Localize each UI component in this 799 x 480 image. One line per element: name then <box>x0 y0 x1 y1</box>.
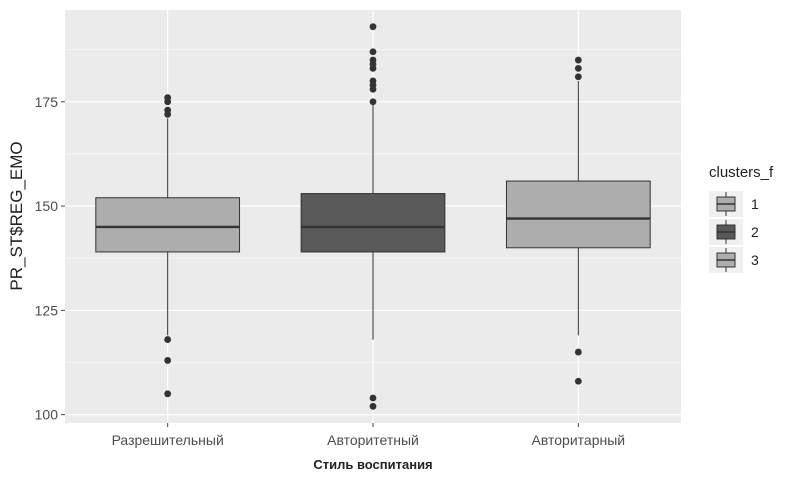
outlier-point <box>164 336 172 343</box>
outlier-point <box>574 348 582 356</box>
outlier-point <box>164 390 172 398</box>
outlier-point <box>369 402 377 410</box>
outlier-point <box>574 377 582 385</box>
x-axis-title: Стиль воспитания <box>313 457 432 472</box>
x-tick-label: Авторитарный <box>532 432 626 448</box>
outlier-point <box>369 56 377 64</box>
legend-key: 1 <box>709 191 759 217</box>
box-group <box>505 56 651 385</box>
box-iqr <box>95 197 241 253</box>
outlier-point <box>574 73 582 81</box>
legend: clusters_f 1 2 3 <box>709 164 774 273</box>
outlier-point <box>574 56 582 64</box>
y-tick-label: 175 <box>35 94 59 110</box>
outlier-point <box>164 106 172 114</box>
legend-entry-label: 3 <box>751 252 759 268</box>
legend-title: clusters_f <box>709 164 774 181</box>
outlier-point <box>369 23 377 31</box>
box-group <box>300 23 446 410</box>
y-tick-label: 125 <box>35 302 59 318</box>
box-iqr <box>300 193 446 253</box>
outlier-point <box>369 98 377 106</box>
x-tick-label: Разрешительный <box>112 432 224 448</box>
y-tick-label: 100 <box>35 407 59 423</box>
legend-entry-label: 1 <box>751 196 759 212</box>
axis-layer: 100 125 150 175 Разрешительный Авторитетный Ав… <box>35 94 625 448</box>
y-tick-label: 150 <box>35 198 59 214</box>
outlier-point <box>369 394 377 402</box>
outlier-point <box>369 77 377 85</box>
outlier-point <box>164 94 172 102</box>
x-tick-label: Авторитетный <box>327 432 419 448</box>
y-axis-title: PR_ST$REG_EMO <box>7 141 26 290</box>
box-iqr <box>505 180 651 249</box>
legend-entry-label: 2 <box>751 224 759 240</box>
box-group <box>95 94 241 398</box>
box-layer <box>95 23 651 410</box>
outlier-point <box>369 48 377 56</box>
outlier-point <box>164 357 172 364</box>
legend-key: 3 <box>709 247 759 273</box>
legend-key: 2 <box>709 219 759 245</box>
outlier-point <box>574 65 582 72</box>
